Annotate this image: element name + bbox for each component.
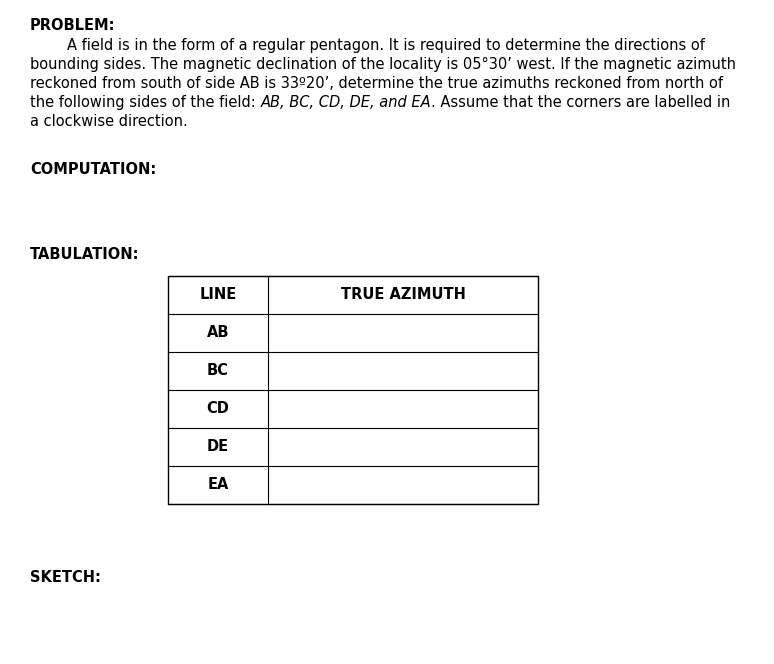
Text: COMPUTATION:: COMPUTATION: <box>30 161 156 177</box>
Text: BC: BC <box>207 363 229 378</box>
Text: bounding sides. The magnetic declination of the locality is 05°30’ west. If the : bounding sides. The magnetic declination… <box>30 57 736 72</box>
Text: CD: CD <box>207 401 229 416</box>
Text: AB: AB <box>207 325 229 340</box>
Text: SKETCH:: SKETCH: <box>30 570 101 585</box>
Text: EA: EA <box>207 477 228 492</box>
Text: PROBLEM:: PROBLEM: <box>30 18 115 33</box>
Text: A field is in the form of a regular pentagon. It is required to determine the di: A field is in the form of a regular pent… <box>30 38 705 53</box>
Text: LINE: LINE <box>200 287 237 302</box>
Text: TRUE AZIMUTH: TRUE AZIMUTH <box>341 287 465 302</box>
Text: . Assume that the corners are labelled in: . Assume that the corners are labelled i… <box>431 95 731 110</box>
Text: the following sides of the field:: the following sides of the field: <box>30 95 260 110</box>
Text: AB, BC, CD, DE, and EA: AB, BC, CD, DE, and EA <box>260 95 431 110</box>
Text: a clockwise direction.: a clockwise direction. <box>30 114 188 129</box>
Bar <box>168 276 538 503</box>
Text: DE: DE <box>207 439 229 454</box>
Text: reckoned from south of side AB is 33º20’, determine the true azimuths reckoned f: reckoned from south of side AB is 33º20’… <box>30 76 723 91</box>
Text: TABULATION:: TABULATION: <box>30 247 139 262</box>
